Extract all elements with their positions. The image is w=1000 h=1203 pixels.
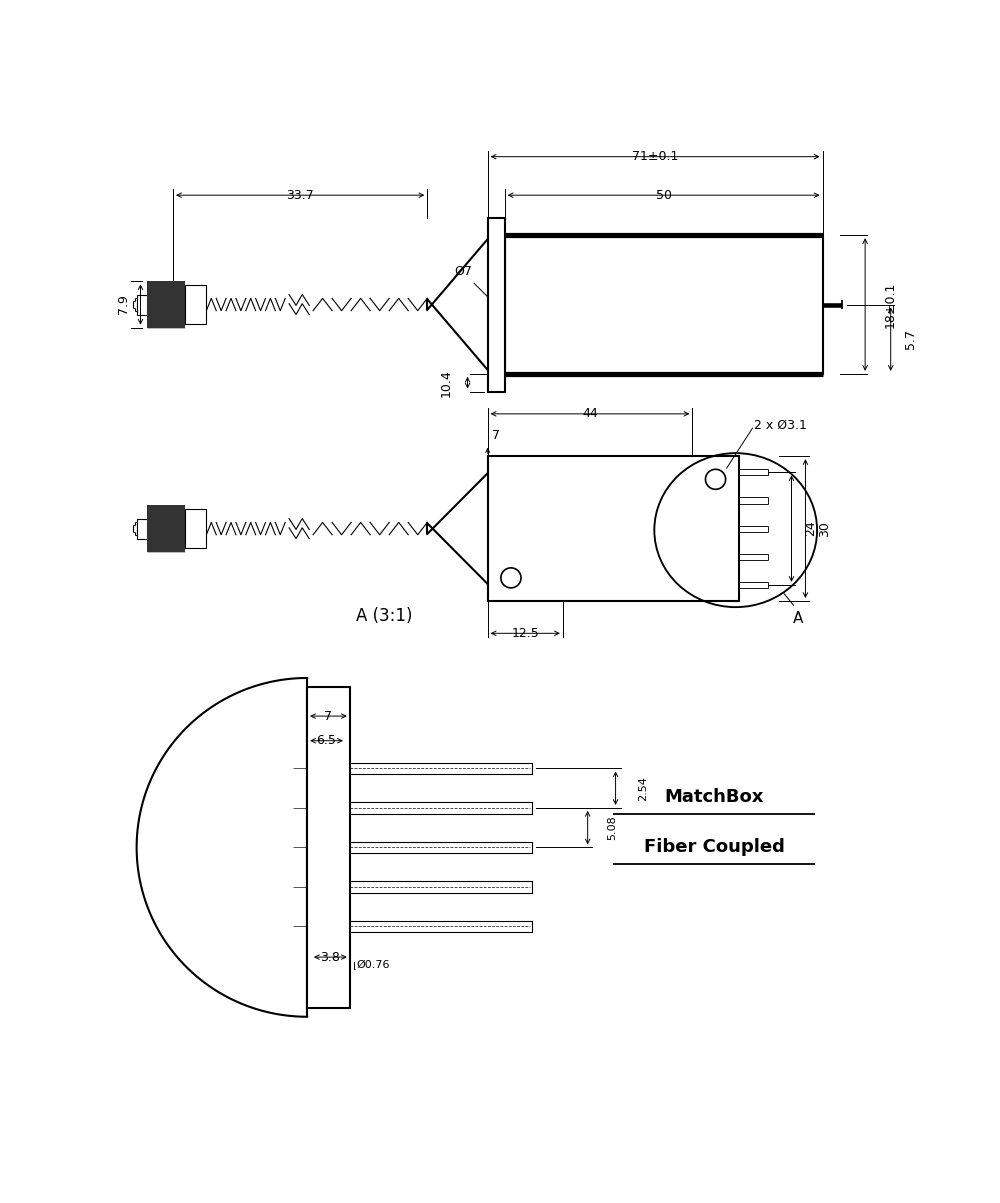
Text: 7: 7	[492, 429, 500, 443]
Bar	[505, 236, 822, 374]
Bar	[137, 518, 147, 539]
Text: Ø0.76: Ø0.76	[356, 960, 389, 970]
Text: 71±0.1: 71±0.1	[632, 150, 678, 164]
Text: 5.08: 5.08	[607, 816, 617, 840]
Text: 10.4: 10.4	[439, 369, 452, 397]
Text: 5.7: 5.7	[904, 330, 917, 349]
Text: 24: 24	[804, 521, 817, 537]
Bar	[185, 285, 206, 324]
Bar	[147, 282, 185, 327]
Text: 2 x Ø3.1: 2 x Ø3.1	[754, 419, 807, 432]
Text: 7.9: 7.9	[117, 295, 130, 314]
Bar	[137, 295, 147, 314]
Text: 6.5: 6.5	[317, 734, 336, 747]
Circle shape	[501, 568, 521, 588]
Circle shape	[705, 469, 726, 490]
Text: 2.54: 2.54	[638, 776, 648, 801]
Text: 7: 7	[324, 710, 332, 723]
Bar	[488, 218, 505, 391]
Bar	[307, 687, 350, 1008]
Text: A: A	[793, 611, 803, 626]
Text: A (3:1): A (3:1)	[356, 608, 413, 626]
Bar	[147, 505, 185, 552]
Text: 12.5: 12.5	[511, 627, 539, 640]
Text: Fiber Coupled: Fiber Coupled	[644, 838, 784, 857]
Text: 44: 44	[582, 408, 598, 420]
Bar	[488, 456, 739, 602]
Text: Ø7: Ø7	[454, 265, 472, 278]
Text: 18±0.1: 18±0.1	[883, 282, 896, 327]
Bar	[185, 509, 206, 547]
Text: MatchBox: MatchBox	[664, 788, 764, 806]
Text: 30: 30	[818, 521, 831, 537]
Text: 33.7: 33.7	[286, 189, 314, 202]
Text: 3.8: 3.8	[320, 950, 340, 964]
Text: 50: 50	[656, 189, 672, 202]
